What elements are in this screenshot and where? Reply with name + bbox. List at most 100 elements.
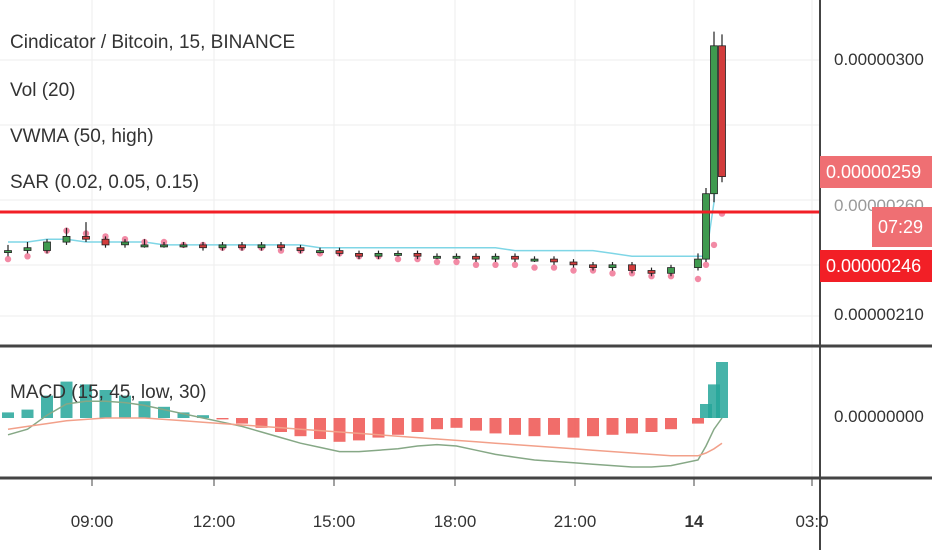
- macd-histogram-bar: [21, 409, 34, 418]
- candle-up: [491, 255, 500, 260]
- time-tick-label: 03:0: [795, 512, 829, 531]
- sar-dot: [472, 261, 480, 268]
- signal-line: [7, 417, 723, 457]
- candle-down: [718, 45, 726, 178]
- sar-dot: [694, 275, 702, 283]
- candle-down: [413, 252, 422, 257]
- candle-down: [511, 255, 519, 260]
- legend-macd[interactable]: MACD (15, 45, low, 30): [10, 382, 207, 403]
- macd-histogram-bar: [411, 418, 424, 432]
- macd-histogram-bar: [41, 395, 53, 418]
- sar-dot: [4, 255, 12, 263]
- price-tick-label: 0.00000210: [834, 305, 924, 324]
- grid-lines: [0, 0, 820, 478]
- legend-vwma[interactable]: VWMA (50, high): [10, 126, 154, 147]
- candle-down: [355, 252, 363, 257]
- sar-dot: [702, 261, 710, 268]
- candles-layer: [4, 31, 726, 277]
- sar-dot: [433, 258, 441, 266]
- sar-dot: [710, 241, 718, 249]
- macd-histogram-bar: [353, 418, 365, 441]
- sar-dot: [570, 267, 577, 274]
- candle-up: [4, 250, 12, 254]
- candle-up: [530, 258, 539, 262]
- candle-up: [121, 241, 129, 246]
- macd-histogram-bar: [177, 412, 190, 418]
- macd-histogram-bar: [567, 418, 580, 438]
- candle-down: [647, 270, 656, 274]
- candle-down: [277, 244, 285, 249]
- chart-title: Cindicator / Bitcoin, 15, BINANCE: [10, 32, 296, 53]
- macd-histogram-bar: [99, 390, 112, 418]
- candle-up: [452, 255, 461, 259]
- candle-down: [550, 258, 558, 263]
- macd-histogram-bar: [431, 418, 443, 430]
- macd-histogram-bar: [716, 362, 728, 418]
- time-tick-label: 09:00: [70, 512, 114, 531]
- candle-up: [140, 244, 149, 248]
- candle-up: [179, 244, 188, 248]
- legend-sar[interactable]: SAR (0.02, 0.05, 0.15): [10, 172, 200, 193]
- macd-line: [7, 400, 723, 468]
- candle-up: [316, 250, 324, 254]
- countdown-badge: 07:29: [872, 207, 932, 247]
- sar-layer: [4, 210, 726, 283]
- macd-histogram-bar: [216, 418, 229, 420]
- macd-histogram-bar: [197, 415, 209, 418]
- sar-dot: [394, 255, 402, 263]
- sar-price-badge: 0.00000246: [820, 250, 932, 282]
- macd-histogram-bar: [645, 418, 658, 432]
- sar-dot: [511, 261, 519, 268]
- time-tick-label: 12:00: [192, 512, 236, 531]
- current-price-badge: 0.00000259: [820, 156, 932, 188]
- candle-up: [62, 235, 71, 243]
- macd-histogram-bar: [450, 418, 463, 428]
- candle-down: [472, 255, 480, 260]
- price-tick-label: 0.00000300: [834, 50, 924, 69]
- candle-down: [589, 264, 597, 268]
- sar-dot: [492, 261, 499, 268]
- sar-dot: [550, 264, 558, 271]
- candle-down: [82, 235, 90, 240]
- vwma-layer: [8, 74, 723, 258]
- candle-up: [433, 255, 441, 259]
- candle-up: [257, 244, 266, 249]
- macd-histogram-bar: [314, 418, 326, 439]
- candle-down: [101, 238, 110, 246]
- time-ticks: [91, 478, 813, 486]
- macd-histogram-bar: [392, 418, 404, 435]
- candle-up: [702, 193, 710, 260]
- macd-histogram-bar: [470, 418, 482, 431]
- sar-dot: [24, 253, 31, 260]
- macd-histogram-bar: [587, 418, 599, 437]
- macd-histogram-bar: [294, 418, 307, 437]
- macd-histogram-bar: [509, 418, 521, 435]
- candle-up: [608, 264, 617, 268]
- macd-histogram-bar: [548, 418, 560, 435]
- sar-dot: [453, 258, 460, 266]
- macd-histogram-bar: [665, 418, 677, 430]
- macd-histogram-bar: [528, 418, 541, 437]
- candle-up: [43, 241, 51, 251]
- macd-histogram-bar: [692, 418, 704, 424]
- macd-histogram-bar: [606, 418, 619, 435]
- macd-histogram-bar: [158, 406, 170, 418]
- vwma-line: [8, 74, 723, 258]
- macd-histogram-bar: [2, 412, 14, 418]
- candle-up: [667, 267, 675, 274]
- macd-histogram-bar: [372, 418, 385, 438]
- macd-histogram-bar: [119, 395, 131, 418]
- candle-down: [628, 264, 636, 271]
- macd-histogram-bar: [333, 418, 346, 442]
- candle-down: [296, 247, 305, 251]
- sar-dot: [609, 270, 616, 277]
- macd-histogram-bar: [489, 418, 502, 434]
- candle-down: [569, 261, 578, 266]
- sar-dot: [531, 264, 538, 271]
- candle-up: [23, 247, 32, 251]
- macd-layer: [2, 362, 728, 468]
- macd-histogram-bar: [626, 418, 638, 434]
- legend-vol[interactable]: Vol (20): [10, 80, 76, 101]
- time-tick-label: 18:00: [433, 512, 477, 531]
